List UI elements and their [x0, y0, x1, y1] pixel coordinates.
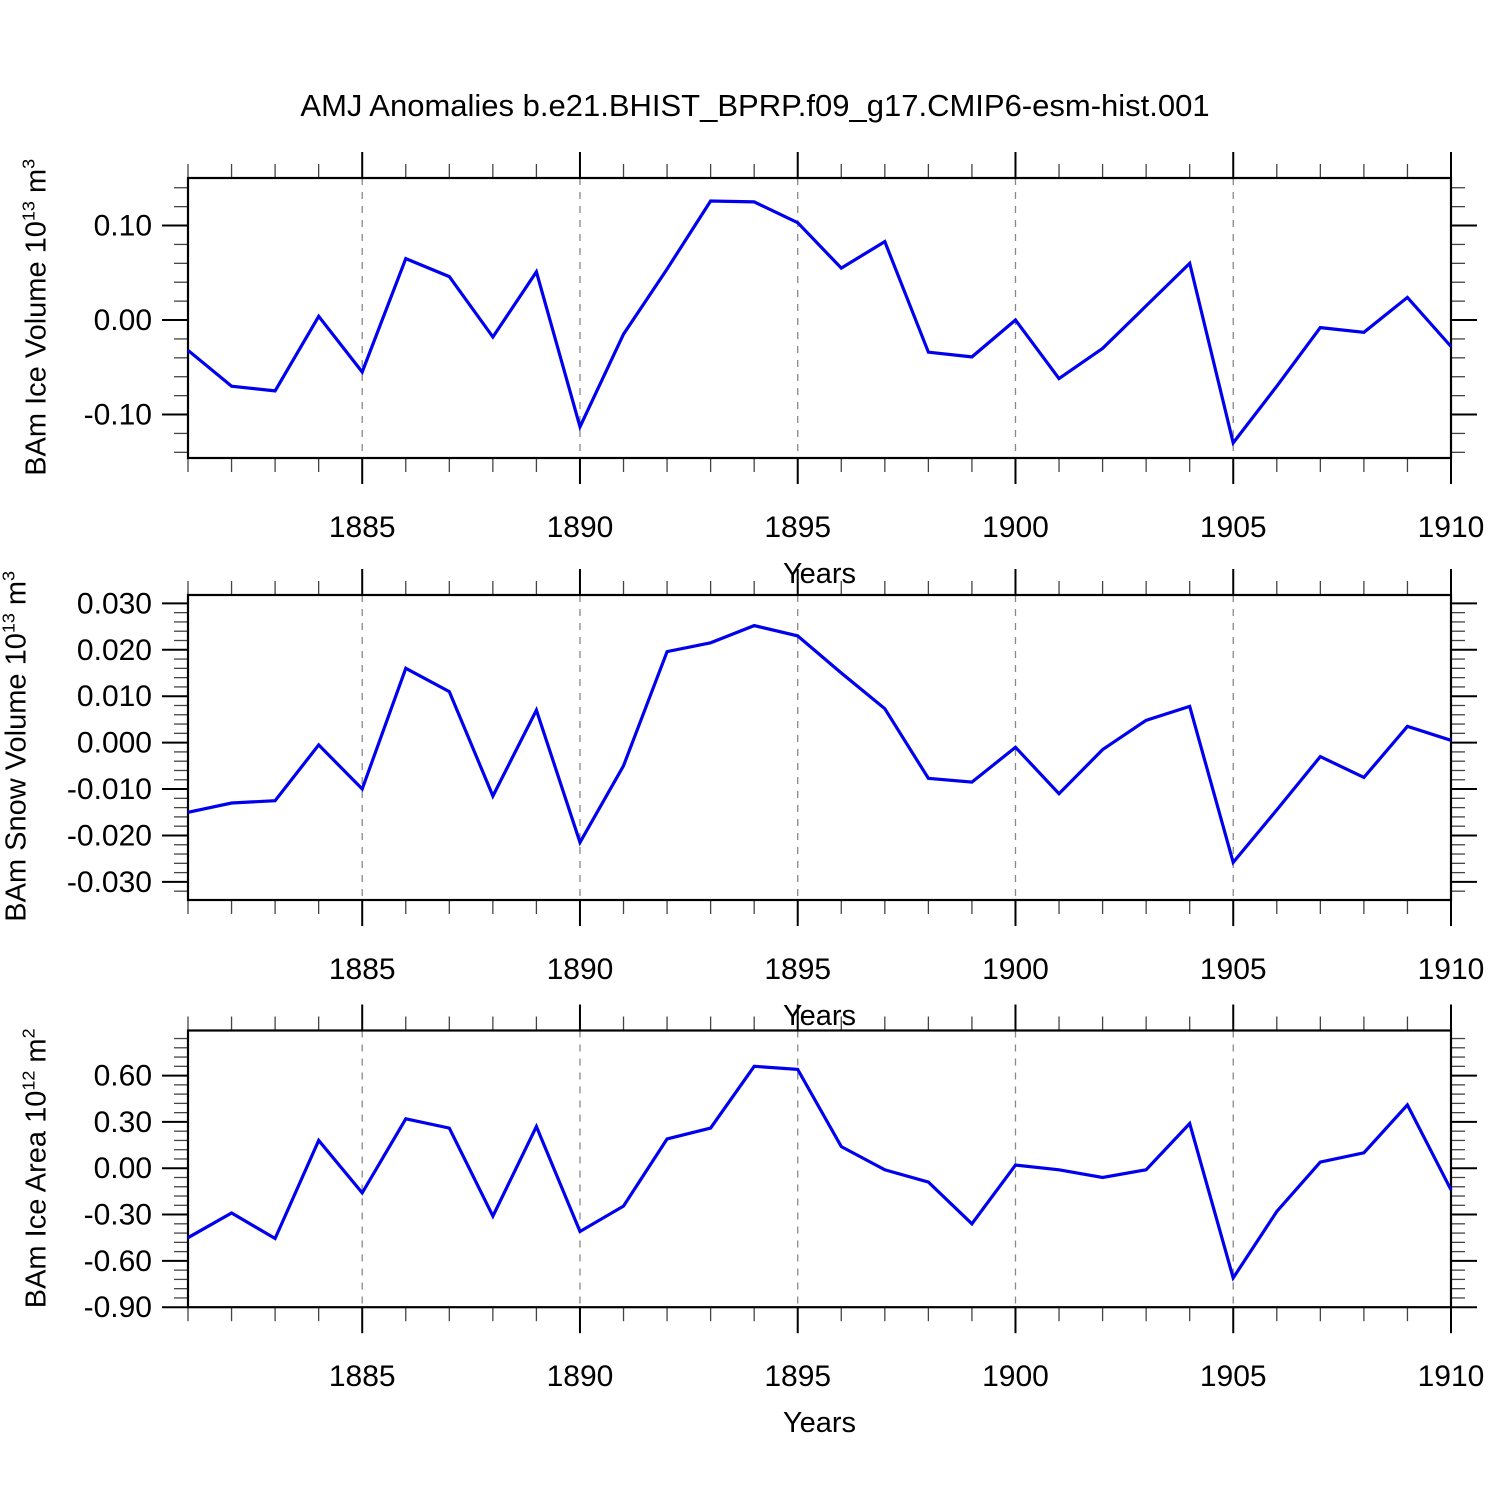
x-tick-label: 1900 — [982, 1360, 1049, 1393]
y-tick-label: -0.60 — [84, 1245, 152, 1278]
x-tick-label: 1895 — [764, 511, 831, 544]
x-tick-label: 1910 — [1418, 511, 1485, 544]
x-tick-label: 1910 — [1418, 953, 1485, 986]
series-line-bam-ice-volume — [186, 199, 1453, 447]
y-tick-label: 0.020 — [77, 634, 152, 667]
y-tick-label: -0.030 — [67, 866, 152, 899]
y-tick-label: 0.030 — [77, 587, 152, 620]
x-axis-title-panel-1: Years — [782, 558, 857, 590]
x-tick-label: 1900 — [982, 511, 1049, 544]
y-tick-label: -0.010 — [67, 773, 152, 806]
x-tick-label: 1900 — [982, 953, 1049, 986]
y-tick-label: 0.00 — [94, 304, 152, 337]
y-tick-label: -0.90 — [84, 1291, 152, 1324]
x-tick-label: 1905 — [1200, 953, 1267, 986]
x-tick-label: 1890 — [547, 511, 614, 544]
y-tick-label: -0.30 — [84, 1199, 152, 1232]
chart-title: AMJ Anomalies b.e21.BHIST_BPRP.f09_g17.C… — [300, 88, 1210, 123]
x-tick-label: 1895 — [764, 953, 831, 986]
series-line-bam-ice-area — [187, 1064, 1453, 1282]
y-tick-label: 0.010 — [77, 680, 152, 713]
x-axis-title-panel-2: Years — [782, 1000, 857, 1032]
x-tick-label: 1905 — [1200, 511, 1267, 544]
y-tick-label: 0.10 — [94, 210, 152, 243]
x-axis-title-panel-3: Years — [782, 1407, 857, 1439]
y-tick-label: -0.020 — [67, 819, 152, 852]
x-tick-label: 1885 — [329, 511, 396, 544]
x-tick-label: 1890 — [547, 1360, 614, 1393]
y-tick-label: 0.000 — [77, 727, 152, 760]
x-tick-label: 1905 — [1200, 1360, 1267, 1393]
x-tick-label: 1910 — [1418, 1360, 1485, 1393]
x-tick-label: 1895 — [764, 1360, 831, 1393]
panel-border-bam-ice-volume — [186, 176, 1453, 460]
y-tick-label: 0.30 — [94, 1106, 152, 1139]
y-tick-label: 0.00 — [94, 1152, 152, 1185]
series-line-bam-snow-volume — [187, 623, 1452, 866]
panel-border-bam-snow-volume — [186, 593, 1453, 902]
y-tick-label: 0.60 — [94, 1060, 152, 1093]
x-tick-label: 1890 — [547, 953, 614, 986]
x-tick-label: 1885 — [329, 1360, 396, 1393]
x-tick-label: 1885 — [329, 953, 396, 986]
y-tick-label: -0.10 — [84, 399, 152, 432]
panel-border-bam-ice-area — [186, 1029, 1453, 1309]
